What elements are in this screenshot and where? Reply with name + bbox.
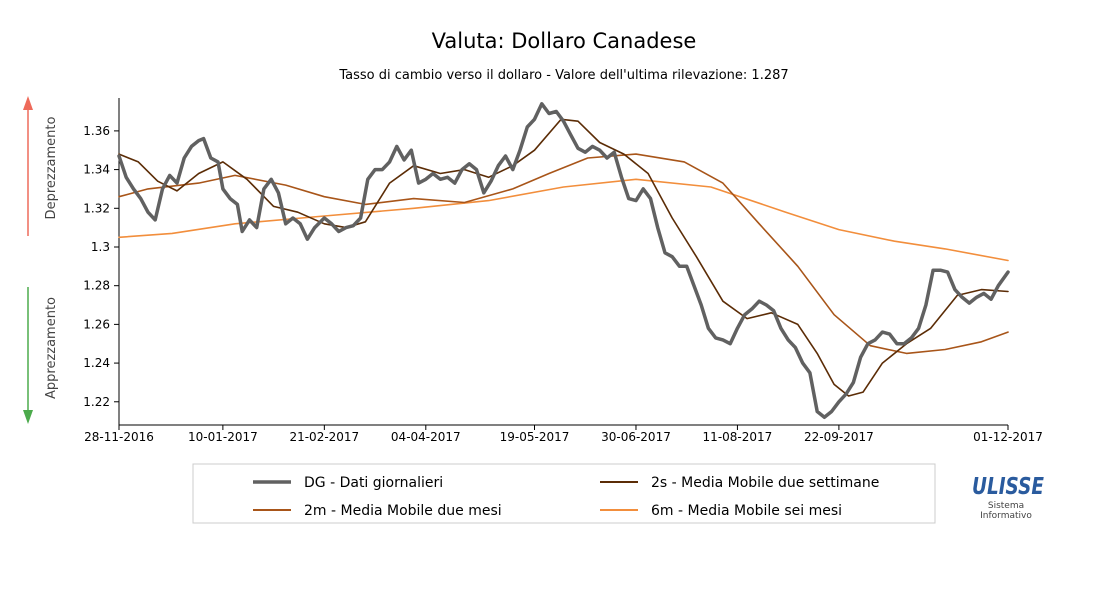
legend-label-dg: DG - Dati giornalieri [304,475,443,491]
y-tick-label: 1.34 [83,163,110,177]
legend-item-6m: 6m - Media Mobile sei mesi [600,503,842,519]
y-tick-label: 1.32 [83,201,110,215]
legend-label-2m: 2m - Media Mobile due mesi [304,503,502,519]
depreciation-arrow [23,96,33,236]
x-tick-label: 04-04-2017 [391,430,461,444]
series-line-6m [118,178,1009,262]
x-tick-label: 19-05-2017 [500,430,570,444]
series-line-2s [118,118,1009,397]
x-tick-label: 30-06-2017 [601,430,671,444]
logo-wordmark: ULISSE [972,474,1044,500]
series-layer [117,102,1010,420]
legend-label-6m: 6m - Media Mobile sei mesi [651,503,842,519]
appreciation-label: Apprezzamento [44,297,59,399]
legend-item-dg: DG - Dati giornalieri [253,475,443,491]
x-tick-label: 22-09-2017 [804,430,874,444]
ulisse-logo: ULISSE Sistema Informativo [972,474,1044,521]
x-tick-label: 01-12-2017 [973,430,1043,444]
chart-title: Valuta: Dollaro Canadese [432,29,697,53]
chart-subtitle: Tasso di cambio verso il dollaro - Valor… [338,68,788,83]
x-tick-label: 28-11-2016 [84,430,154,444]
legend-item-2s: 2s - Media Mobile due settimane [600,475,879,491]
y-tick-label: 1.28 [83,279,110,293]
legend-box [192,463,936,524]
series-line-dg [117,102,1010,420]
y-tick-label: 1.26 [83,317,110,331]
legend-label-2s: 2s - Media Mobile due settimane [651,475,879,491]
x-axis-ticks: 28-11-2016 10-01-2017 21-02-2017 04-04-2017… [84,425,1043,444]
appreciation-arrow [23,287,33,424]
depreciation-label: Deprezzamento [44,117,59,220]
y-axis-ticks: 1.22 1.24 1.26 1.28 1.3 1.32 1.34 1.36 [83,124,119,409]
legend-item-2m: 2m - Media Mobile due mesi [253,503,502,519]
y-tick-label: 1.3 [91,240,110,254]
x-tick-label: 11-08-2017 [703,430,773,444]
x-tick-label: 10-01-2017 [188,430,258,444]
logo-subtitle-2: Informativo [980,511,1032,521]
x-tick-label: 21-02-2017 [289,430,359,444]
y-tick-label: 1.24 [83,356,110,370]
y-tick-label: 1.22 [83,395,110,409]
logo-subtitle-1: Sistema [988,501,1024,511]
y-tick-label: 1.36 [83,124,110,138]
